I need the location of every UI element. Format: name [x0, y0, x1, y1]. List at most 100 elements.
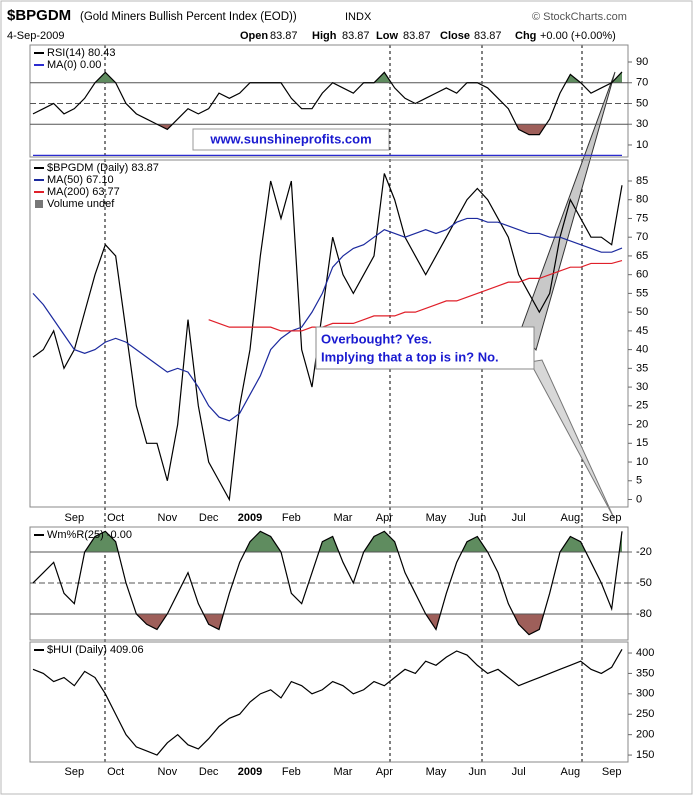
y-tick-label: 40: [636, 344, 648, 356]
legend-label: Volume undef: [47, 198, 115, 210]
annotation-box: [192, 128, 390, 151]
y-tick-label: 5: [636, 475, 642, 487]
quote-value: 83.87: [270, 30, 298, 42]
x-tick-label: Mar: [334, 766, 353, 778]
source: © StockCharts.com: [532, 11, 627, 23]
series-line: [32, 649, 623, 756]
y-tick-label: 85: [636, 175, 648, 187]
x-tick-label: Aug: [561, 766, 581, 778]
x-tick-label: Oct: [107, 766, 124, 778]
y-tick-label: 30: [636, 381, 648, 393]
date: 4-Sep-2009: [7, 30, 65, 42]
y-tick-label: 250: [636, 708, 654, 720]
x-tick-label: Apr: [376, 512, 393, 524]
x-tick-label: Oct: [107, 512, 124, 524]
panel: [29, 526, 629, 641]
y-tick-label: 20: [636, 418, 648, 430]
x-tick-label: Sep: [602, 512, 622, 524]
y-tick-label: 15: [636, 437, 648, 449]
y-tick-label: 200: [636, 729, 654, 741]
quote-value: 83.87: [474, 30, 502, 42]
symbol: $BPGDM: [7, 7, 71, 24]
y-tick-label: 25: [636, 400, 648, 412]
annotation-box: [315, 326, 535, 370]
y-tick-label: 50: [636, 306, 648, 318]
quote-label: Open: [240, 30, 268, 42]
legend-label: Wm%R(25) -0.00: [47, 529, 132, 541]
y-tick-label: 65: [636, 250, 648, 262]
x-tick-label: Jun: [468, 766, 486, 778]
pointer-arrow: [529, 359, 615, 519]
y-tick-label: 35: [636, 362, 648, 374]
x-tick-label: 2009: [238, 766, 262, 778]
legend-label: $HUI (Daily) 409.06: [47, 644, 144, 656]
y-tick-label: 55: [636, 287, 648, 299]
exchange: INDX: [345, 11, 372, 23]
x-tick-label: Sep: [602, 766, 622, 778]
x-tick-label: Jul: [512, 766, 526, 778]
x-tick-label: Dec: [199, 512, 219, 524]
oversold-fill: [33, 613, 622, 635]
y-tick-label: 80: [636, 194, 648, 206]
x-tick-label: Mar: [334, 512, 353, 524]
x-tick-label: Apr: [376, 766, 393, 778]
quote-value: 83.87: [342, 30, 370, 42]
y-tick-label: 150: [636, 749, 654, 761]
x-tick-label: 2009: [238, 512, 262, 524]
y-tick-label: 50: [636, 97, 648, 109]
x-tick-label: Sep: [65, 766, 85, 778]
y-tick-label: 70: [636, 77, 648, 89]
legend-label: RSI(14) 80.43: [47, 47, 115, 59]
description: (Gold Miners Bullish Percent Index (EOD)…: [80, 11, 297, 23]
y-tick-label: 90: [636, 56, 648, 68]
quote-value: 83.87: [403, 30, 431, 42]
legend-label: MA(50) 67.10: [47, 174, 114, 186]
annotation: Overbought? Yes.: [321, 331, 432, 346]
series-line: [208, 259, 623, 332]
y-tick-label: 60: [636, 269, 648, 281]
y-tick-label: 30: [636, 118, 648, 130]
panel: [29, 159, 629, 508]
legend-label: MA(200) 63.77: [47, 186, 120, 198]
y-tick-label: 300: [636, 688, 654, 700]
x-tick-label: Jun: [468, 512, 486, 524]
y-tick-label: -50: [636, 577, 652, 589]
series-line: [32, 217, 623, 422]
y-tick-label: -20: [636, 546, 652, 558]
quote-value: +0.00 (+0.00%): [540, 30, 616, 42]
series-line: [32, 530, 623, 636]
y-tick-label: 0: [636, 493, 642, 505]
panel: [29, 641, 629, 763]
series-line: [32, 71, 623, 136]
annotation: Implying that a top is in? No.: [321, 349, 499, 364]
panel: [29, 44, 629, 158]
quote-label: High: [312, 30, 337, 42]
x-tick-label: Aug: [561, 512, 581, 524]
legend-label: $BPGDM (Daily) 83.87: [47, 162, 159, 174]
annotation: www.sunshineprofits.com: [209, 131, 371, 146]
x-tick-label: Feb: [282, 766, 301, 778]
x-tick-label: Sep: [65, 512, 85, 524]
quote-label: Close: [440, 30, 470, 42]
x-tick-label: Nov: [158, 766, 178, 778]
x-tick-label: May: [426, 766, 447, 778]
y-tick-label: 400: [636, 647, 654, 659]
y-tick-label: 75: [636, 212, 648, 224]
series-line: [32, 173, 623, 502]
x-tick-label: Feb: [282, 512, 301, 524]
legend-swatch: [35, 200, 43, 208]
x-tick-label: Nov: [158, 512, 178, 524]
x-tick-label: Jul: [512, 512, 526, 524]
overbought-fill: [33, 531, 622, 552]
y-tick-label: -80: [636, 608, 652, 620]
y-tick-label: 45: [636, 325, 648, 337]
y-tick-label: 10: [636, 456, 648, 468]
x-tick-label: Dec: [199, 766, 219, 778]
x-tick-label: May: [426, 512, 447, 524]
quote-label: Low: [376, 30, 398, 42]
y-tick-label: 70: [636, 231, 648, 243]
legend-label: MA(0) 0.00: [47, 59, 101, 71]
y-tick-label: 10: [636, 139, 648, 151]
y-tick-label: 350: [636, 667, 654, 679]
